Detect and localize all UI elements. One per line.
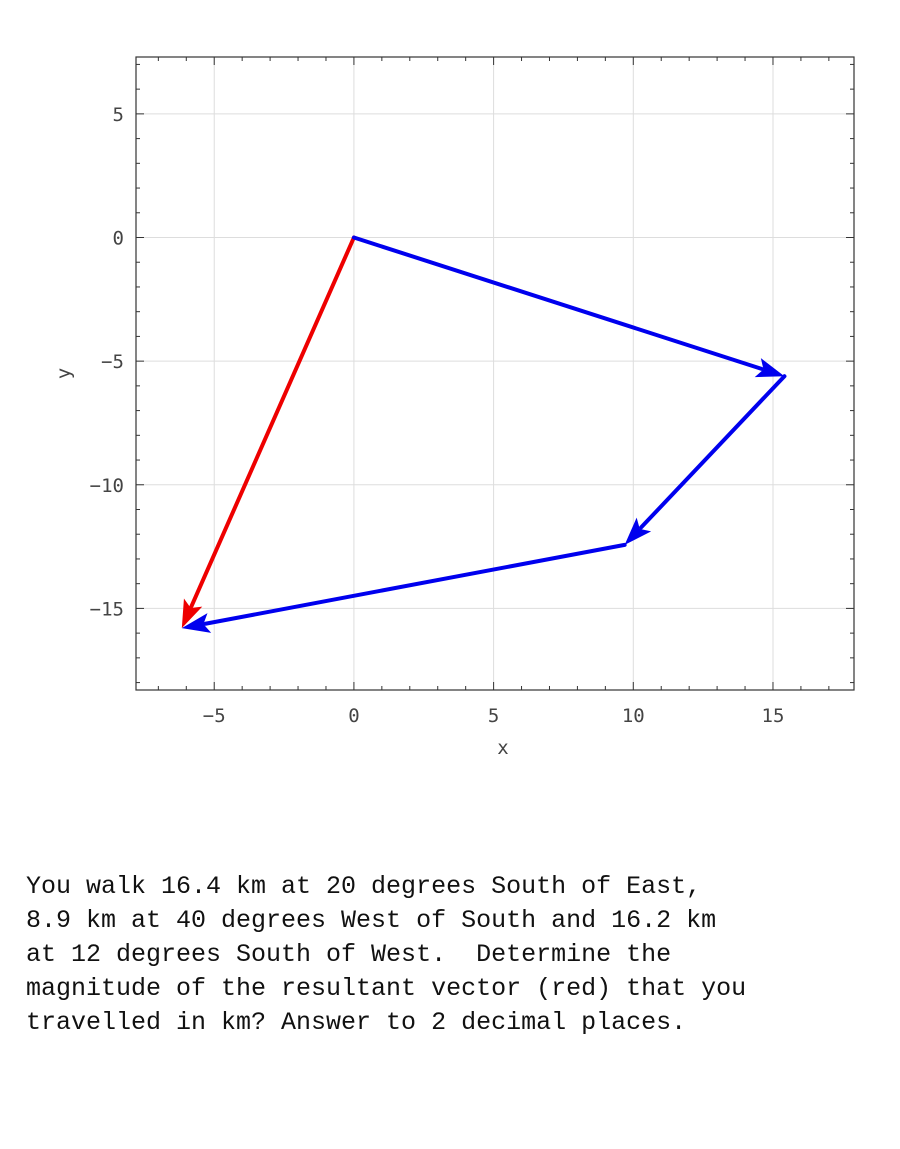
y-tick-label: −5: [101, 351, 124, 373]
vector-arrowhead: [181, 598, 203, 629]
y-tick-label: 0: [113, 228, 124, 250]
x-tick-label: −5: [203, 705, 226, 727]
vector-shaft: [203, 542, 627, 626]
y-tick-label: −15: [90, 598, 124, 620]
vector-arrowhead: [754, 358, 785, 378]
vector-arrowhead: [181, 613, 212, 633]
vector-shaft: [189, 235, 356, 609]
x-tick-label: 5: [488, 705, 499, 727]
x-tick-label: 10: [622, 705, 645, 727]
y-tick-label: 5: [113, 104, 124, 126]
y-tick-labels: 5 0 −5 −10 −15: [90, 104, 124, 621]
vector-arrowhead: [624, 517, 652, 545]
x-tick-label: 0: [348, 705, 359, 727]
question-text: You walk 16.4 km at 20 degrees South of …: [26, 872, 747, 1037]
x-tick-label: 15: [762, 705, 785, 727]
plot-frame: [135, 56, 855, 691]
grid-lines: [136, 57, 854, 690]
minor-ticks: [136, 57, 854, 690]
x-tick-labels: −5 0 5 10 15: [203, 705, 785, 727]
vectors: [181, 235, 787, 633]
y-tick-label: −10: [90, 475, 124, 497]
x-axis-label: x: [497, 737, 508, 759]
y-axis-label: y: [53, 368, 75, 379]
vector-plot: −5 0 5 10 15 5 0 −5 −10 −15 x y: [53, 56, 855, 759]
vector-shaft: [351, 235, 764, 371]
vector-shaft: [639, 374, 787, 530]
